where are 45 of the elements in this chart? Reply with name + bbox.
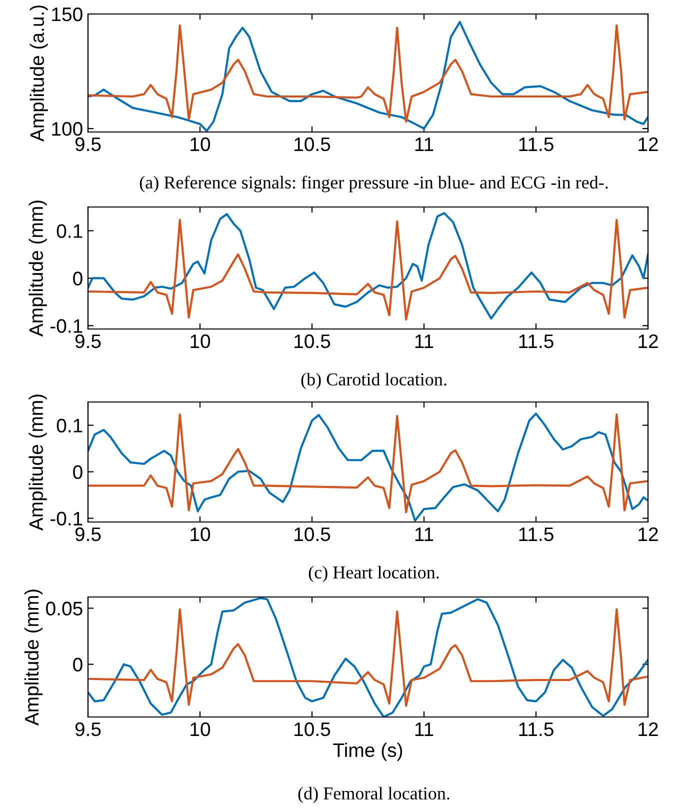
x-tick-label: 11.5 (519, 334, 554, 348)
y-axis-title: Amplitude (mm) (28, 200, 47, 337)
y-tick-label: -0.1 (50, 319, 82, 333)
x-tick-label: 11.5 (519, 722, 554, 736)
x-tick-label: 10.5 (294, 722, 330, 736)
x-tick-label: 11 (415, 722, 434, 736)
y-axis-title: Amplitude (mm) (24, 590, 43, 726)
y-axis-title: Amplitude (mm) (28, 394, 47, 531)
y-axis-title: Amplitude (a.u.) (30, 6, 48, 142)
x-tick-label: 10 (190, 722, 210, 736)
y-tick-label: 0.05 (46, 602, 82, 616)
x-tick-label: 10 (190, 334, 210, 348)
x-tick-label: 11.5 (519, 138, 554, 152)
x-tick-label: 11 (415, 528, 434, 541)
y-tick-label: 100 (52, 122, 82, 136)
x-tick-label: 12 (638, 722, 658, 736)
x-tick-label: 10 (190, 527, 210, 542)
x-tick-label: 11.5 (519, 528, 554, 542)
x-tick-label: 10.5 (294, 334, 330, 348)
x-tick-label: 12 (638, 527, 658, 541)
x-axis-title: Time (s) (333, 742, 402, 761)
x-tick-label: 9.5 (75, 722, 101, 736)
line-series (88, 608, 648, 707)
x-tick-label: 10 (190, 137, 210, 152)
x-tick-label: 10.5 (294, 527, 330, 542)
text: (b) Carotid location. (301, 372, 446, 390)
y-tick-label: 0 (73, 272, 82, 286)
line-series (88, 597, 648, 717)
y-tick-label: 150 (52, 7, 82, 22)
y-tick-label: 0 (73, 465, 82, 480)
text: (d) Femoral location. (298, 786, 450, 804)
y-tick-label: 0.1 (56, 418, 82, 432)
y-tick-label: -0.1 (50, 512, 82, 526)
x-tick-label: 12 (638, 137, 658, 151)
text: (a) Reference signals: finger pressure -in blue- and ECG -in red-. (140, 176, 608, 192)
x-tick-label: 9.5 (75, 334, 101, 348)
text: (c) Heart location. (308, 566, 439, 582)
x-tick-label: 12 (638, 334, 658, 348)
x-tick-label: 10.5 (294, 137, 330, 152)
y-tick-label: 0 (73, 658, 82, 672)
x-tick-label: 9.5 (75, 137, 101, 152)
x-tick-label: 11 (415, 138, 434, 151)
x-tick-label: 11 (415, 334, 434, 348)
y-tick-label: 0.1 (56, 224, 82, 238)
x-tick-label: 9.5 (75, 527, 101, 542)
